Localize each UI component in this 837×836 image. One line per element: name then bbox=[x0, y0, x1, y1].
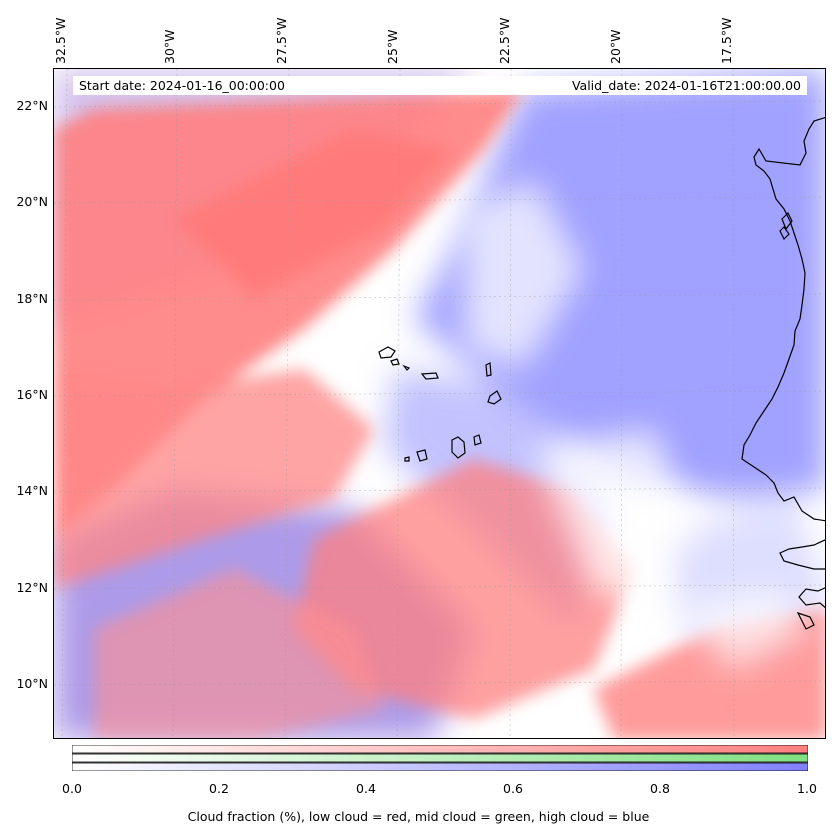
lat-tick-22n: 22°N bbox=[16, 98, 48, 113]
colorbar-label: Cloud fraction (%), low cloud = red, mid… bbox=[187, 809, 650, 824]
lat-tick-18n: 18°N bbox=[16, 291, 48, 306]
clear-sky-layer bbox=[464, 179, 814, 669]
lon-tick-32-5w: 32.5°W bbox=[53, 17, 68, 64]
lon-tick-30w: 30°W bbox=[162, 29, 177, 64]
colorbar-tick-0-6: 0.6 bbox=[503, 781, 523, 796]
canary-islands bbox=[779, 211, 793, 241]
colorbar-tick-0: 0.0 bbox=[62, 781, 82, 796]
colorbar bbox=[72, 745, 808, 771]
lon-tick-17-5w: 17.5°W bbox=[719, 17, 734, 64]
cape-verde-islands bbox=[378, 346, 502, 462]
colorbar-mid-cloud bbox=[72, 753, 808, 763]
gridlines bbox=[54, 69, 825, 738]
map-canvas bbox=[54, 69, 825, 738]
colorbar-tick-1-0: 1.0 bbox=[797, 781, 817, 796]
lon-tick-25w: 25°W bbox=[385, 29, 400, 64]
africa-coastline-south bbox=[779, 539, 825, 630]
colorbar-tick-0-2: 0.2 bbox=[209, 781, 229, 796]
lon-tick-22-5w: 22.5°W bbox=[497, 17, 512, 64]
lat-tick-20n: 20°N bbox=[16, 194, 48, 209]
lat-tick-10n: 10°N bbox=[16, 676, 48, 691]
lat-tick-16n: 16°N bbox=[16, 387, 48, 402]
colorbar-tick-0-8: 0.8 bbox=[650, 781, 670, 796]
africa-coastline bbox=[741, 116, 825, 522]
lon-tick-27-5w: 27.5°W bbox=[274, 17, 289, 64]
lat-tick-12n: 12°N bbox=[16, 580, 48, 595]
colorbar-tick-0-4: 0.4 bbox=[356, 781, 376, 796]
lat-tick-14n: 14°N bbox=[16, 483, 48, 498]
cloud-fraction-map: Start date: 2024-01-16_00:00:00 Valid_da… bbox=[53, 68, 826, 739]
lon-tick-20w: 20°W bbox=[608, 29, 623, 64]
start-date: Start date: 2024-01-16_00:00:00 bbox=[79, 78, 285, 93]
valid-date: Valid_date: 2024-01-16T21:00:00.00 bbox=[571, 78, 801, 93]
colorbar-high-cloud bbox=[72, 762, 808, 771]
date-banner: Start date: 2024-01-16_00:00:00 Valid_da… bbox=[73, 76, 807, 95]
colorbar-low-cloud bbox=[72, 745, 808, 754]
low-cloud-layer bbox=[54, 89, 825, 738]
